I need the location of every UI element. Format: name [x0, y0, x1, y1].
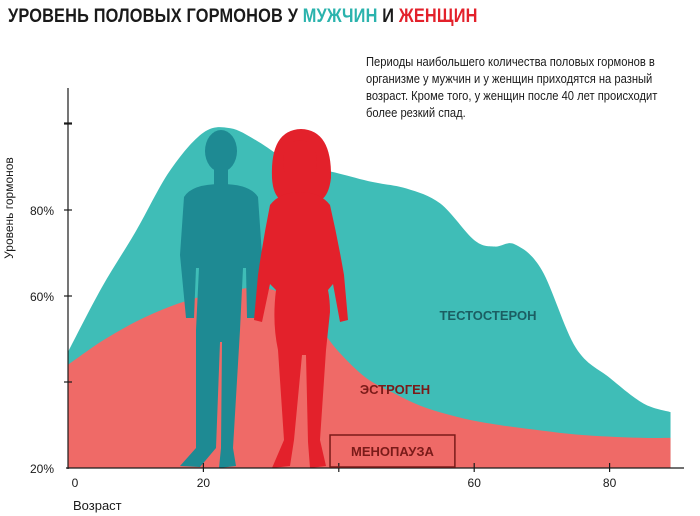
menopause-box [329, 434, 456, 468]
x-tick-label: 0 [72, 476, 79, 490]
title-and: И [377, 6, 399, 27]
series-label-estrogen: ЭСТРОГЕН [360, 382, 430, 397]
y-tick-label: 20% [30, 462, 54, 476]
menopause-label: МЕНОПАУЗА [351, 444, 434, 459]
y-tick-label: 80% [30, 204, 54, 218]
x-axis-label: Возраст [73, 498, 122, 513]
y-axis-label: Уровень гормонов [2, 157, 16, 259]
title-part1: УРОВЕНЬ ПОЛОВЫХ ГОРМОНОВ У [8, 6, 303, 27]
x-tick-label: 60 [468, 476, 482, 490]
x-tick-label: 20 [197, 476, 211, 490]
title-men: МУЖЧИН [302, 6, 378, 27]
title-women: ЖЕНЩИН [398, 6, 478, 27]
page-title: УРОВЕНЬ ПОЛОВЫХ ГОРМОНОВ У МУЖЧИН И ЖЕНЩ… [8, 6, 478, 28]
description-text: Периоды наибольшего количества половых г… [366, 54, 658, 120]
x-tick-label: 80 [603, 476, 617, 490]
y-tick-label: 60% [30, 290, 54, 304]
series-label-testosterone: ТЕСТОСТЕРОН [439, 308, 536, 323]
woman-silhouette-icon [254, 129, 348, 468]
man-silhouette-icon [180, 130, 262, 468]
